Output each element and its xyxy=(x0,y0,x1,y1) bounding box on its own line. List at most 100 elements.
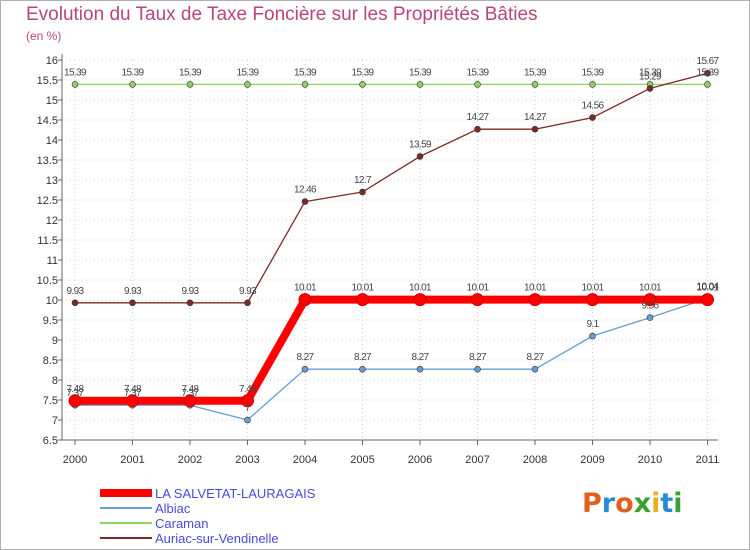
data-point-caraman xyxy=(186,81,194,88)
chart-title: Evolution du Taux de Taxe Foncière sur l… xyxy=(26,4,538,25)
y-tick-label: 9.5 xyxy=(43,315,58,327)
data-point-caraman xyxy=(531,81,539,88)
data-label-la-salvetat-lauragais: 10.01 xyxy=(581,283,604,294)
legend: LA SALVETAT-LAURAGAISAlbiacCaramanAuriac… xyxy=(100,486,316,546)
data-label-albiac: 8.27 xyxy=(354,352,372,363)
legend-label: Caraman xyxy=(155,516,208,531)
data-label-auriac-sur-vendinelle: 9.93 xyxy=(66,286,84,297)
x-tick-label: 2005 xyxy=(350,454,374,466)
chart-axes: 6.5 7 7.5 8 8.5 9 9.5 10 10.5 11 11.5 12 12.5 13 13.5 1… xyxy=(37,54,720,466)
data-point-caraman xyxy=(589,81,596,88)
data-point-la-salvetat-lauragais xyxy=(126,394,139,408)
data-point-la-salvetat-lauragais xyxy=(183,394,197,408)
data-point-la-salvetat-lauragais xyxy=(528,293,542,307)
data-label-caraman: 15.39 xyxy=(294,67,317,78)
data-point-caraman xyxy=(416,81,424,88)
data-point-albiac xyxy=(531,365,539,373)
data-label-caraman: 15.39 xyxy=(639,67,662,78)
y-tick-label: 11 xyxy=(47,255,58,267)
data-label-albiac: 7.37 xyxy=(181,388,199,399)
logo-letter: r xyxy=(601,488,616,519)
data-label-la-salvetat-lauragais: 7.48 xyxy=(66,384,84,395)
x-tick-label: 2003 xyxy=(235,454,259,466)
y-tick-label: 15 xyxy=(46,95,58,107)
data-point-auriac-sur-vendinelle xyxy=(416,153,424,160)
data-point-albiac xyxy=(359,365,366,373)
data-point-auriac-sur-vendinelle xyxy=(359,188,366,196)
data-label-la-salvetat-lauragais: 7.48 xyxy=(239,384,257,395)
y-tick-label: 12 xyxy=(46,215,58,227)
data-label-caraman: 15.39 xyxy=(121,67,144,78)
data-label-caraman: 15.39 xyxy=(351,67,374,78)
data-point-caraman xyxy=(359,81,366,88)
data-point-albiac xyxy=(244,416,251,424)
data-label-la-salvetat-lauragais: 10.01 xyxy=(696,283,719,294)
y-tick-label: 12.5 xyxy=(37,195,58,207)
logo-letter: o xyxy=(615,488,634,519)
legend-label: Albiac xyxy=(155,501,191,516)
y-tick-label: 10.5 xyxy=(37,275,58,287)
data-label-la-salvetat-lauragais: 10.01 xyxy=(294,283,317,294)
data-label-la-salvetat-lauragais: 7.48 xyxy=(124,384,142,395)
legend-label: LA SALVETAT-LAURAGAIS xyxy=(155,486,316,501)
logo-letter: i xyxy=(651,488,661,519)
series-line-auriac-sur-vendinelle xyxy=(74,72,709,304)
x-tick-label: 2004 xyxy=(293,454,317,466)
data-point-la-salvetat-lauragais xyxy=(241,394,254,408)
data-label-caraman: 15.39 xyxy=(581,67,604,78)
logo-letter: t xyxy=(660,488,674,519)
y-tick-label: 11.5 xyxy=(37,235,58,247)
x-tick-label: 2001 xyxy=(120,454,144,466)
y-tick-label: 8.5 xyxy=(43,355,58,367)
data-label-albiac: 8.27 xyxy=(469,352,487,363)
y-tick-label: 14 xyxy=(46,135,58,147)
x-tick-label: 2011 xyxy=(696,454,720,466)
data-point-albiac xyxy=(301,365,309,373)
data-point-la-salvetat-lauragais xyxy=(356,293,369,307)
data-point-albiac xyxy=(646,314,654,321)
data-point-auriac-sur-vendinelle xyxy=(474,125,481,133)
y-tick-label: 9 xyxy=(52,335,58,347)
data-label-auriac-sur-vendinelle: 9.93 xyxy=(181,286,199,297)
data-label-auriac-sur-vendinelle: 14.27 xyxy=(524,112,547,123)
y-tick-label: 13.5 xyxy=(37,155,58,167)
data-label-la-salvetat-lauragais: 10.01 xyxy=(409,283,432,294)
data-label-auriac-sur-vendinelle: 14.56 xyxy=(581,101,604,112)
y-tick-label: 7.5 xyxy=(43,395,58,407)
data-label-auriac-sur-vendinelle: 12.7 xyxy=(354,175,372,186)
series-layer xyxy=(68,69,714,424)
data-point-la-salvetat-lauragais xyxy=(68,394,82,408)
data-label-auriac-sur-vendinelle: 13.59 xyxy=(409,139,432,150)
data-point-caraman xyxy=(704,81,711,88)
y-tick-label: 6.5 xyxy=(43,435,58,447)
legend-label: Auriac-sur-Vendinelle xyxy=(155,531,279,546)
data-label-albiac: 10.04 xyxy=(696,281,719,292)
x-tick-label: 2002 xyxy=(178,454,202,466)
data-point-auriac-sur-vendinelle xyxy=(301,198,309,205)
data-point-auriac-sur-vendinelle xyxy=(646,85,654,92)
logo-letter: x xyxy=(633,488,652,519)
data-label-la-salvetat-lauragais: 10.01 xyxy=(351,283,374,294)
data-label-caraman: 15.39 xyxy=(179,67,202,78)
data-point-auriac-sur-vendinelle xyxy=(704,69,711,77)
y-tick-label: 13 xyxy=(46,175,58,187)
data-point-auriac-sur-vendinelle xyxy=(589,114,596,121)
x-tick-label: 2000 xyxy=(63,454,87,466)
x-tick-label: 2007 xyxy=(465,454,489,466)
data-label-auriac-sur-vendinelle: 9.93 xyxy=(124,286,142,297)
series-line-la-salvetat-lauragais xyxy=(71,295,712,405)
data-label-albiac: 8.27 xyxy=(296,352,314,363)
data-point-auriac-sur-vendinelle xyxy=(186,299,194,307)
y-tick-label: 8 xyxy=(52,375,58,387)
logo-letter: P xyxy=(582,488,602,519)
x-tick-label: 2010 xyxy=(638,454,662,466)
data-label-albiac: 7.37 xyxy=(66,388,84,399)
data-label-auriac-sur-vendinelle: 12.46 xyxy=(294,185,317,196)
data-point-la-salvetat-lauragais xyxy=(586,293,599,307)
data-point-la-salvetat-lauragais xyxy=(701,293,714,307)
data-label-albiac: 7 xyxy=(245,403,251,414)
data-point-la-salvetat-lauragais xyxy=(298,293,312,307)
y-tick-label: 14.5 xyxy=(37,115,58,127)
